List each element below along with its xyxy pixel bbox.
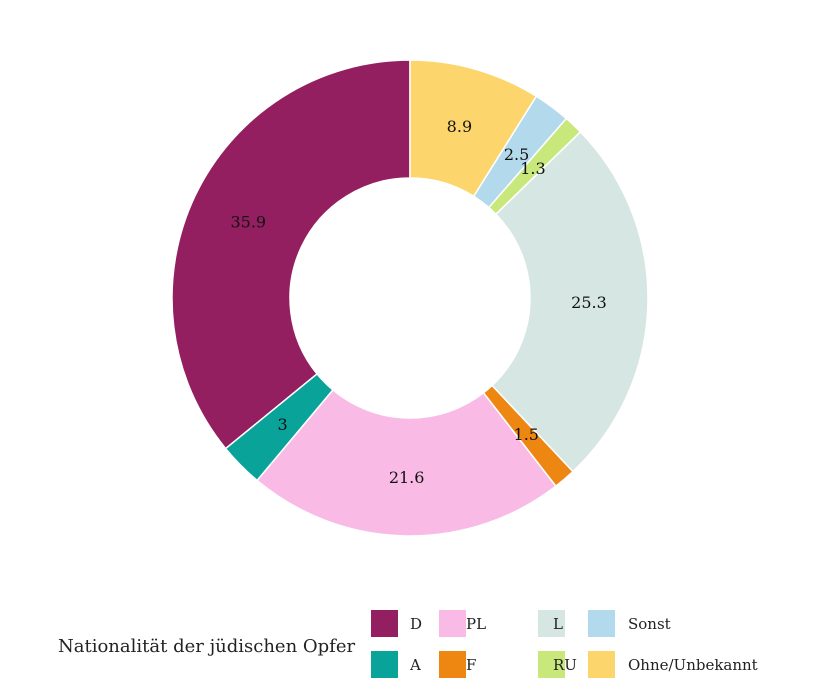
data-label: 1.5 [514,425,539,444]
legend-label: D [410,615,422,633]
legend-swatch [371,610,398,637]
data-label: 3 [278,415,288,434]
legend-swatch [439,610,466,637]
legend-label: L [553,615,563,633]
data-label: 2.5 [504,145,529,164]
legend-label: PL [466,615,486,633]
legend-swatch [371,651,398,678]
slice-ohneunbekannt [409,59,538,198]
legend-swatch [538,610,565,637]
slice-l [491,130,649,473]
data-label: 25.3 [571,293,607,312]
legend-label: Sonst [628,615,671,633]
data-label: 35.9 [230,212,266,231]
legend-swatch [439,651,466,678]
legend-swatch [588,651,615,678]
legend-label: Ohne/Unbekannt [628,656,758,674]
legend-label: A [409,656,421,674]
legend-label: F [466,656,476,674]
legend-title: Nationalität der jüdischen Opfer [58,636,355,657]
slice-pl [256,388,557,537]
data-label: 21.6 [389,468,425,487]
legend-swatch [538,651,565,678]
data-label: 1.3 [520,159,545,178]
legend-swatch [588,610,615,637]
legend-label: RU [553,656,577,674]
data-label: 8.9 [447,117,472,136]
slice-d [171,59,411,450]
